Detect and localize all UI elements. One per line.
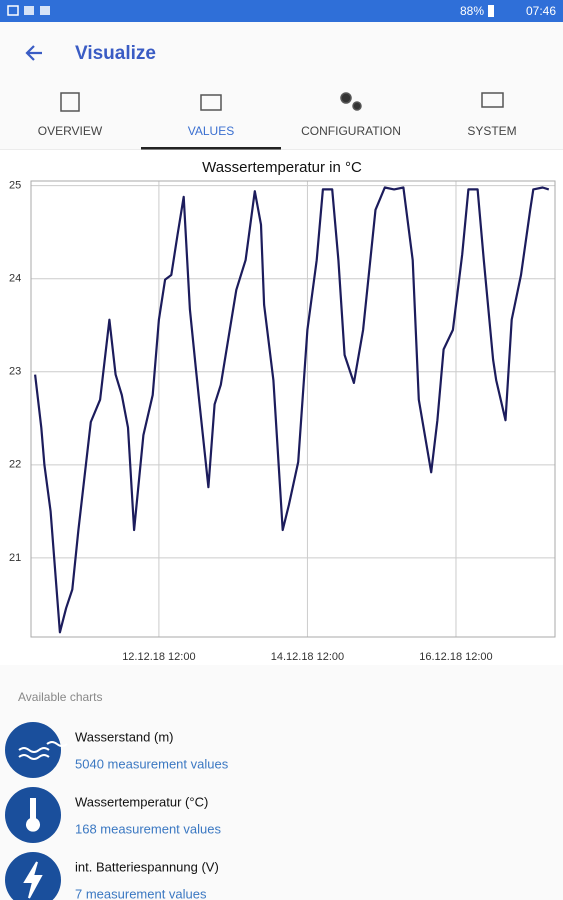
app-title: Visualize	[75, 43, 156, 64]
tab-icon	[352, 101, 362, 111]
line	[34, 186, 550, 634]
status-icon	[7, 5, 19, 16]
chart-list-item[interactable]: int. Batteriespannung (V) 7 measurement v…	[5, 852, 219, 900]
x-tick-label: 14.12.18 12:00	[271, 651, 344, 663]
chart-title: Wassertemperatur in °C	[202, 159, 362, 176]
item-icon-glyph	[23, 861, 43, 899]
status-bar	[0, 0, 563, 22]
chart-list-item[interactable]: Wassertemperatur (°C) 168 measurement val…	[5, 787, 221, 843]
tab-icons	[60, 92, 504, 112]
item-subtitle: 5040 measurement values	[75, 756, 229, 771]
battery: 88%	[460, 4, 484, 18]
y-tick-label: 22	[9, 459, 21, 471]
tab-label[interactable]: SYSTEM	[467, 124, 516, 138]
list-heading: Available charts	[18, 690, 103, 704]
y-tick-label: 25	[9, 180, 21, 192]
item-subtitle: 7 measurement values	[75, 886, 207, 900]
chart-list-item[interactable]: Wasserstand (m) 5040 measurement values	[5, 722, 229, 778]
status-icon	[24, 6, 34, 15]
battery-icon	[488, 5, 494, 17]
tab-icon	[60, 92, 80, 112]
y-tick-label: 24	[9, 273, 21, 285]
y-tick-label: 23	[9, 366, 21, 378]
item-title: Wassertemperatur (°C)	[75, 794, 208, 809]
tab-label[interactable]: CONFIGURATION	[301, 124, 401, 138]
tab-icon	[200, 94, 222, 111]
tab-label[interactable]: OVERVIEW	[38, 124, 103, 138]
tab-label[interactable]: VALUES	[188, 124, 234, 138]
item-icon-glyph	[26, 798, 40, 832]
status-icon	[40, 6, 50, 15]
item-icon	[5, 722, 61, 778]
item-title: Wasserstand (m)	[75, 729, 173, 744]
x-tick-label: 12.12.18 12:00	[122, 651, 195, 663]
tab-indicator	[141, 147, 281, 150]
item-title: int. Batteriespannung (V)	[75, 859, 219, 874]
item-icon-glyph	[18, 741, 68, 760]
clock: 07:46	[526, 4, 556, 18]
plot-frame	[30, 180, 556, 638]
chart-card	[0, 150, 563, 665]
x-tick-label: 16.12.18 12:00	[419, 651, 492, 663]
y-tick-label: 21	[9, 552, 21, 564]
item-subtitle: 168 measurement values	[75, 821, 221, 836]
back-button[interactable]	[25, 45, 42, 61]
tab-icon	[340, 92, 352, 104]
tab-icon	[481, 92, 504, 108]
